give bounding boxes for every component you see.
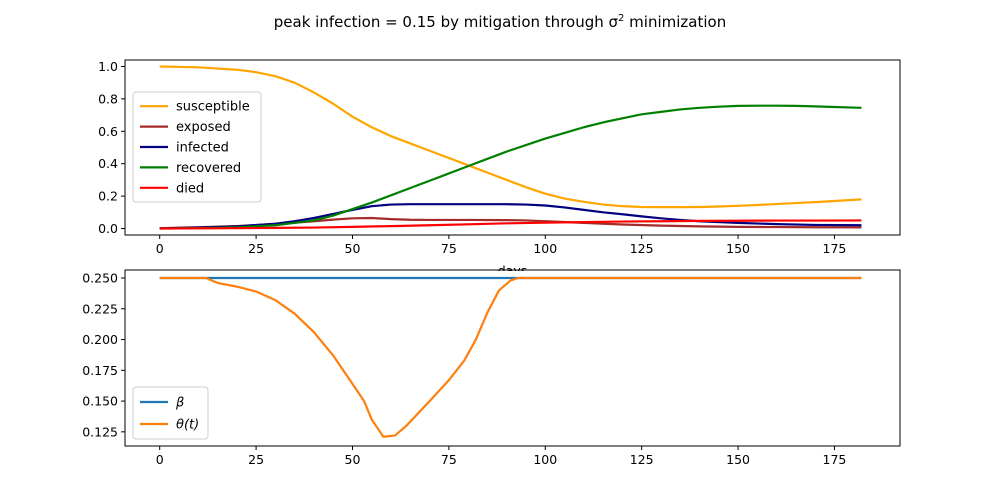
x-tick-label: 75 xyxy=(441,241,457,256)
x-tick-label: 25 xyxy=(248,452,264,467)
y-tick-label: 0.250 xyxy=(82,271,118,286)
axes-frame xyxy=(124,269,901,447)
y-tick-label: 0.4 xyxy=(98,156,118,171)
legend-label: exposed xyxy=(176,120,231,135)
x-tick-label: 50 xyxy=(345,241,361,256)
x-tick-label: 25 xyxy=(248,241,264,256)
x-tick-label: 125 xyxy=(630,452,654,467)
y-tick-label: 0.225 xyxy=(82,301,118,316)
top-axes: 0 25 50 75 100 125 150 1750.00.20.40.60.81.0day… xyxy=(98,59,901,278)
legend-label: susceptible xyxy=(176,100,250,115)
y-tick-label: 0.175 xyxy=(82,363,118,378)
y-tick-label: 0.200 xyxy=(82,332,118,347)
series-line-recovered xyxy=(159,104,862,230)
axes-frame xyxy=(124,59,901,236)
x-tick-label: 175 xyxy=(823,241,847,256)
y-tick-label: 0.2 xyxy=(98,189,118,204)
y-tick-label: 0.6 xyxy=(98,124,118,139)
series-line-died xyxy=(159,219,862,230)
legend-label: β xyxy=(175,396,184,411)
legend-box xyxy=(132,91,262,203)
legend-label: recovered xyxy=(176,161,241,176)
legend: β θ(t) xyxy=(132,386,209,440)
x-tick-label: 75 xyxy=(441,452,457,467)
y-tick-label: 0.0 xyxy=(98,221,118,236)
x-tick-label: 175 xyxy=(823,452,847,467)
series-line-susceptible xyxy=(159,65,862,209)
series-line--t- xyxy=(159,276,862,438)
axes-background-strip xyxy=(126,271,899,277)
x-tick-label: 125 xyxy=(630,241,654,256)
y-tick-label: 0.125 xyxy=(82,424,118,439)
x-tick-label: 0 xyxy=(156,452,164,467)
legend-box xyxy=(132,386,209,440)
figure-title: peak infection = 0.15 by mitigation thro… xyxy=(274,13,726,31)
x-tick-label: 100 xyxy=(533,452,557,467)
legend-label: infected xyxy=(176,141,229,156)
x-tick-label: 50 xyxy=(345,452,361,467)
x-tick-label: 0 xyxy=(156,241,164,256)
title-superscript: 2 xyxy=(618,13,624,24)
x-tick-label: 150 xyxy=(726,452,750,467)
bottom-axes: 0 25 50 75 100 125 150 175 0.125 0.150 0.175 0.200 0… xyxy=(82,269,901,467)
legend-label: died xyxy=(176,181,204,196)
legend: susceptible exposed infected recovered died xyxy=(132,91,262,203)
title-suffix: minimization xyxy=(624,13,726,31)
legend-label: θ(t) xyxy=(176,418,199,433)
y-tick-label: 0.150 xyxy=(82,394,118,409)
series-line-infected xyxy=(159,203,862,230)
x-tick-label: 150 xyxy=(726,241,750,256)
y-tick-label: 0.8 xyxy=(98,91,118,106)
title-main: peak infection = 0.15 by mitigation thro… xyxy=(274,13,619,31)
x-tick-label: 100 xyxy=(533,241,557,256)
y-tick-label: 1.0 xyxy=(98,59,118,74)
